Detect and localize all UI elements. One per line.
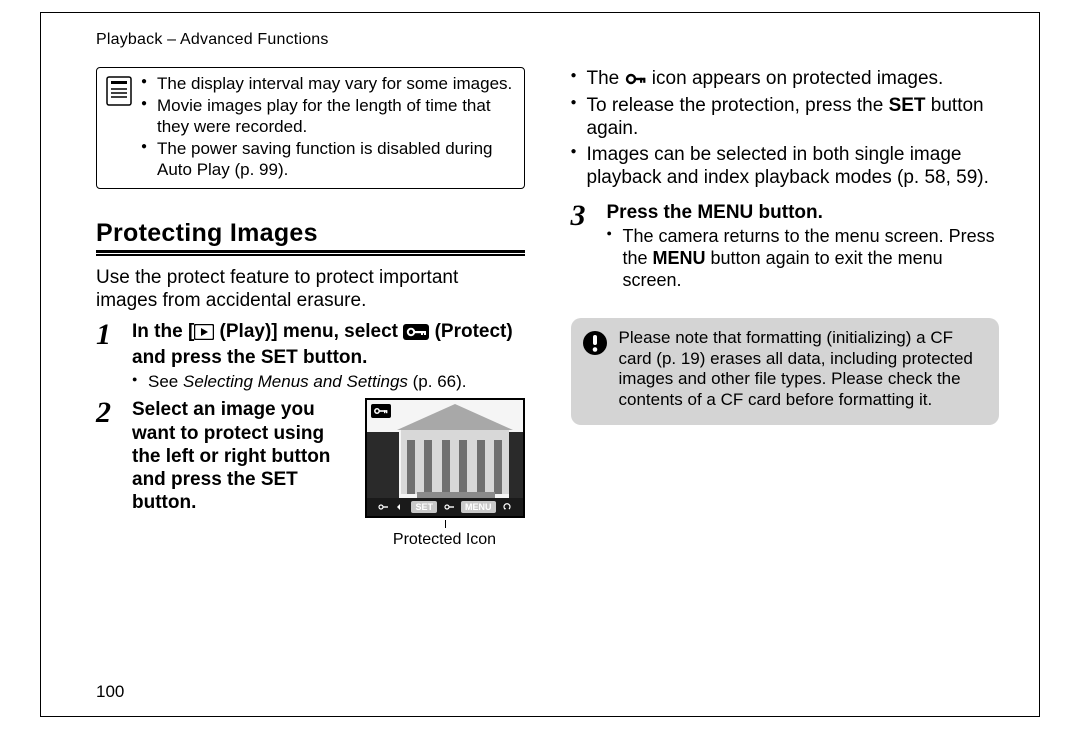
left-column: The display interval may vary for some i… <box>96 67 525 550</box>
thumb-set-label: SET <box>411 501 437 513</box>
right-bullet: To release the protection, press the SET… <box>571 94 1000 140</box>
thumbnail-caption: Protected Icon <box>365 530 525 550</box>
play-icon <box>194 323 214 346</box>
step3-bullet: The camera returns to the menu screen. P… <box>607 226 1000 292</box>
step3-title: Press the MENU button. <box>607 201 1000 224</box>
step-3: 3 Press the MENU button. The camera retu… <box>571 201 1000 292</box>
step1-title: In the [ (Play)] menu, select (Protect) … <box>132 321 513 368</box>
note-box: The display interval may vary for some i… <box>96 67 525 189</box>
exclamation-icon <box>581 328 609 411</box>
step-1: 1 In the [ (Play)] menu, select (Protect… <box>96 320 525 392</box>
step-2: 2 Select an image you want to protect us… <box>96 398 525 550</box>
thumb-menu-label: MENU <box>461 501 496 513</box>
caption-text: Protected Icon <box>393 531 496 548</box>
text: SET <box>889 95 926 116</box>
warning-box: Please note that formatting (initializin… <box>571 318 1000 425</box>
key-icon <box>625 69 647 92</box>
protect-key-icon <box>403 323 429 346</box>
text: MENU <box>653 248 706 268</box>
right-bullet: The icon appears on protected images. <box>571 67 1000 92</box>
section-underline <box>96 250 525 256</box>
text: (p. 66). <box>408 372 467 391</box>
text: In the [ <box>132 321 194 342</box>
protected-image-thumbnail: SET MENU <box>365 398 525 518</box>
note-icon <box>105 74 133 182</box>
text: (Play)] menu, select <box>214 321 403 342</box>
step-number: 2 <box>96 398 124 550</box>
text: The <box>587 68 625 89</box>
note-bullet: The power saving function is disabled du… <box>141 139 516 180</box>
note-bullet: Movie images play for the length of time… <box>141 96 516 137</box>
right-column: The icon appears on protected images. To… <box>571 67 1000 550</box>
page-number: 100 <box>96 682 124 702</box>
step-number: 3 <box>571 201 599 292</box>
warning-text: Please note that formatting (initializin… <box>619 328 988 411</box>
section-title: Protecting Images <box>96 219 525 248</box>
step1-bullet: See Selecting Menus and Settings (p. 66)… <box>132 372 525 393</box>
step2-title: Select an image you want to protect usin… <box>132 398 355 514</box>
note-bullet: The display interval may vary for some i… <box>141 74 516 94</box>
text: To release the protection, press the <box>587 95 889 116</box>
section-intro: Use the protect feature to protect impor… <box>96 266 525 312</box>
corner-key-icon <box>371 404 391 418</box>
step-number: 1 <box>96 320 124 392</box>
right-bullet: Images can be selected in both single im… <box>571 143 1000 189</box>
text: icon appears on protected images. <box>647 68 944 89</box>
text: Selecting Menus and Settings <box>183 372 408 391</box>
page-header: Playback – Advanced Functions <box>96 31 999 49</box>
text: See <box>148 372 183 391</box>
